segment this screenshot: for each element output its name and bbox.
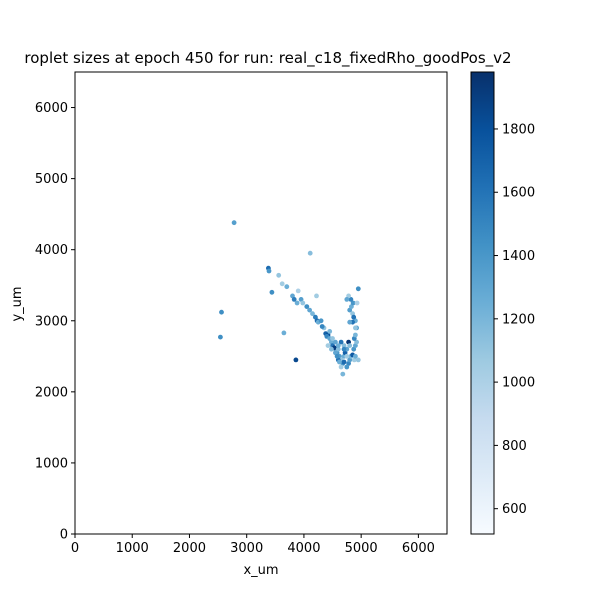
data-point xyxy=(310,311,315,317)
colorbar-tick-label: 1200 xyxy=(502,312,535,327)
data-point xyxy=(281,330,287,336)
colorbar-tick-label: 800 xyxy=(502,439,527,454)
y-tick-label: 5000 xyxy=(35,172,68,187)
plot-frame xyxy=(74,71,448,535)
colorbar-ticks: 600 800 1000 1200 1400 1600 1800 xyxy=(494,122,535,517)
x-tick-label: 3000 xyxy=(230,541,263,556)
data-point xyxy=(338,339,344,345)
data-point xyxy=(335,343,341,348)
data-point xyxy=(354,339,359,345)
data-point xyxy=(307,250,313,256)
data-point xyxy=(307,307,312,313)
data-point xyxy=(333,339,338,345)
data-point xyxy=(344,353,350,359)
data-point xyxy=(284,284,290,290)
data-point xyxy=(219,309,224,315)
x-tick-label: 1000 xyxy=(116,541,149,556)
data-point xyxy=(319,324,325,329)
x-axis-ticks: 0 1000 2000 3000 4000 5000 6000 xyxy=(71,534,435,556)
data-point xyxy=(341,346,347,352)
data-point xyxy=(231,220,237,226)
data-point xyxy=(327,329,333,334)
data-point xyxy=(351,357,357,363)
y-tick-label: 0 xyxy=(60,528,68,543)
data-point xyxy=(353,325,358,331)
data-point xyxy=(304,304,310,309)
data-point xyxy=(293,357,299,363)
data-point xyxy=(334,353,340,359)
data-point xyxy=(298,297,304,302)
data-point xyxy=(266,268,272,274)
data-point xyxy=(294,300,300,306)
data-point xyxy=(295,288,301,294)
colorbar-tick-label: 600 xyxy=(502,502,527,517)
data-point xyxy=(355,357,361,363)
data-point xyxy=(341,343,347,348)
data-point xyxy=(341,359,347,365)
data-point xyxy=(269,289,275,295)
data-point xyxy=(218,334,223,340)
points-layer xyxy=(218,220,361,377)
data-point xyxy=(355,286,361,292)
data-point xyxy=(337,359,342,365)
data-point xyxy=(291,297,297,302)
x-axis-label: x_um xyxy=(243,563,278,578)
y-tick-label: 2000 xyxy=(35,385,68,400)
data-point xyxy=(351,346,357,352)
data-point xyxy=(348,297,354,302)
data-point xyxy=(329,346,334,352)
data-point xyxy=(338,364,344,370)
data-point xyxy=(279,281,285,287)
y-axis-ticks: 0 1000 2000 3000 4000 5000 6000 xyxy=(35,101,75,543)
data-point xyxy=(276,272,282,278)
data-point xyxy=(314,293,319,299)
y-axis-label: y_um xyxy=(10,286,25,321)
data-point xyxy=(353,332,358,338)
data-point xyxy=(300,300,306,306)
data-point xyxy=(325,343,331,348)
y-tick-label: 3000 xyxy=(35,314,68,329)
x-tick-label: 0 xyxy=(71,541,79,556)
data-point xyxy=(347,343,353,348)
data-point xyxy=(340,371,346,377)
x-tick-label: 6000 xyxy=(402,541,435,556)
colorbar-tick-label: 1400 xyxy=(502,249,535,264)
data-point xyxy=(318,318,324,324)
colorbar-tick-label: 1000 xyxy=(502,376,535,391)
colorbar xyxy=(470,71,495,535)
data-point xyxy=(350,300,356,306)
data-point xyxy=(344,297,350,302)
data-point xyxy=(344,364,350,370)
colorbar-tick-label: 1800 xyxy=(502,122,535,137)
x-tick-label: 4000 xyxy=(287,541,320,556)
x-tick-label: 5000 xyxy=(345,541,378,556)
data-point xyxy=(330,336,335,341)
chart-title: roplet sizes at epoch 450 for run: real_… xyxy=(24,49,511,68)
data-point xyxy=(349,304,354,309)
data-point xyxy=(353,353,358,359)
data-point xyxy=(351,314,357,320)
y-tick-label: 1000 xyxy=(35,456,68,471)
data-point xyxy=(347,319,353,325)
data-point xyxy=(354,300,360,306)
y-tick-label: 4000 xyxy=(35,243,68,258)
data-point xyxy=(347,357,353,363)
y-tick-label: 6000 xyxy=(35,101,68,116)
x-tick-label: 2000 xyxy=(173,541,206,556)
data-point xyxy=(313,314,318,320)
colorbar-tick-label: 1600 xyxy=(502,186,535,201)
data-point xyxy=(335,346,341,352)
